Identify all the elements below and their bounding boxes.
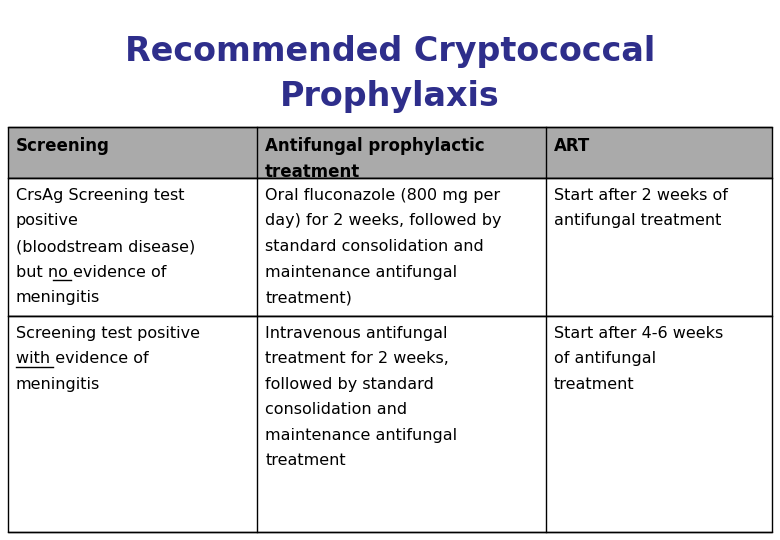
Text: positive: positive [16, 213, 79, 228]
Text: meningitis: meningitis [16, 290, 100, 305]
Bar [8, 316, 772, 532]
Text: (bloodstream disease): (bloodstream disease) [16, 239, 195, 254]
Text: of antifungal: of antifungal [554, 351, 656, 366]
Text: antifungal treatment: antifungal treatment [554, 213, 722, 228]
Text: standard consolidation and: standard consolidation and [265, 239, 484, 254]
Text: Start after 4-6 weeks: Start after 4-6 weeks [554, 326, 723, 341]
Text: treatment for 2 weeks,: treatment for 2 weeks, [265, 351, 449, 366]
Text: treatment: treatment [265, 163, 360, 181]
Text: ART: ART [554, 137, 590, 154]
Text: Recommended Cryptococcal: Recommended Cryptococcal [125, 35, 655, 68]
Text: Antifungal prophylactic: Antifungal prophylactic [265, 137, 485, 154]
Text: with evidence of: with evidence of [16, 351, 148, 366]
Bar [8, 127, 772, 178]
Text: Oral fluconazole (800 mg per: Oral fluconazole (800 mg per [265, 188, 500, 203]
Text: followed by standard: followed by standard [265, 377, 434, 392]
Text: but no evidence of: but no evidence of [16, 265, 166, 280]
Text: day) for 2 weeks, followed by: day) for 2 weeks, followed by [265, 213, 502, 228]
Bar [8, 178, 772, 316]
Text: Intravenous antifungal: Intravenous antifungal [265, 326, 448, 341]
Text: treatment: treatment [265, 454, 346, 468]
Text: meningitis: meningitis [16, 377, 100, 392]
Text: Start after 2 weeks of: Start after 2 weeks of [554, 188, 728, 203]
Text: treatment): treatment) [265, 290, 352, 305]
Text: CrsAg Screening test: CrsAg Screening test [16, 188, 184, 203]
Text: Screening: Screening [16, 137, 109, 154]
Text: maintenance antifungal: maintenance antifungal [265, 428, 457, 443]
Text: Screening test positive: Screening test positive [16, 326, 200, 341]
Text: maintenance antifungal: maintenance antifungal [265, 265, 457, 280]
Text: treatment: treatment [554, 377, 634, 392]
Text: Prophylaxis: Prophylaxis [280, 79, 500, 113]
Text: consolidation and: consolidation and [265, 402, 407, 417]
